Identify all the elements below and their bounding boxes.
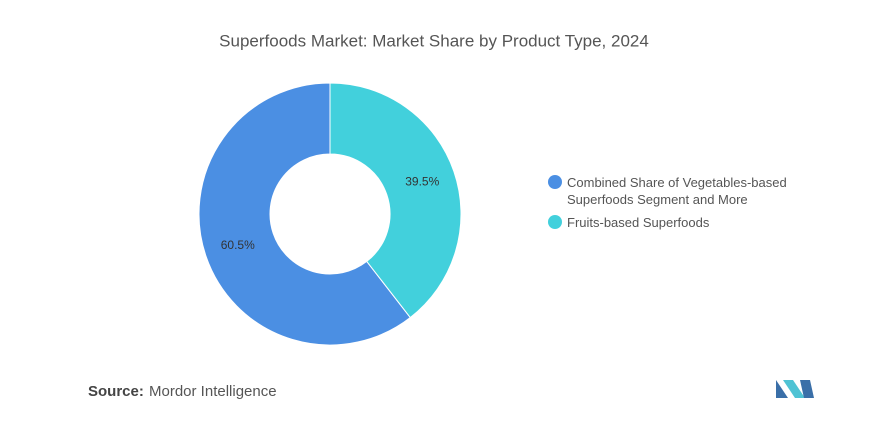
chart-title: Superfoods Market: Market Share by Produ… bbox=[219, 31, 649, 50]
source: Mordor Intelligence bbox=[149, 383, 277, 400]
legend-swatch bbox=[548, 175, 562, 189]
legend: Combined Share of Vegetables-based Super… bbox=[548, 174, 828, 237]
legend-item: Fruits-based Superfoods bbox=[548, 214, 828, 231]
logo bbox=[776, 380, 814, 398]
donut-slice bbox=[329, 82, 462, 319]
legend-label: Combined Share of Vegetables-based Super… bbox=[567, 175, 787, 207]
donut-slice bbox=[198, 82, 411, 346]
value-label: 60.5% bbox=[221, 238, 255, 252]
value-label: 39.5% bbox=[405, 175, 439, 189]
legend-label: Fruits-based Superfoods bbox=[567, 215, 710, 230]
legend-swatch bbox=[548, 215, 562, 229]
legend-item: Combined Share of Vegetables-based Super… bbox=[548, 174, 828, 208]
source-label: Source: bbox=[88, 383, 144, 400]
